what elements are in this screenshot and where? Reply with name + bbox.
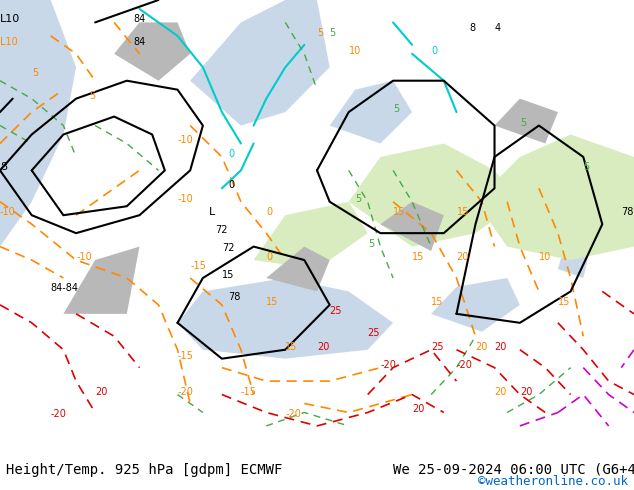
Text: 20: 20 [95,387,108,396]
Text: We 25-09-2024 06:00 UTC (G6+48): We 25-09-2024 06:00 UTC (G6+48) [393,463,634,477]
Text: -10: -10 [76,252,92,262]
Text: L: L [209,207,216,217]
Text: -15: -15 [241,387,257,396]
Text: 0: 0 [431,46,437,56]
Text: 15: 15 [285,342,298,352]
Text: 15: 15 [456,207,469,217]
Text: 72: 72 [216,225,228,235]
Text: 15: 15 [222,270,235,280]
Text: 15: 15 [558,297,571,307]
Polygon shape [178,278,393,359]
Text: 10: 10 [539,252,551,262]
Text: 0: 0 [228,180,235,190]
Polygon shape [114,23,190,81]
Polygon shape [431,278,520,332]
Text: 25: 25 [368,328,380,338]
Text: -20: -20 [456,360,472,369]
Text: 0: 0 [228,149,235,159]
Text: 15: 15 [393,207,406,217]
Polygon shape [190,0,330,125]
Text: -10: -10 [0,207,16,217]
Text: 25: 25 [431,342,444,352]
Polygon shape [63,246,139,314]
Text: 10: 10 [349,46,361,56]
Text: 15: 15 [412,252,425,262]
Text: 25: 25 [330,306,342,316]
Polygon shape [266,246,330,292]
Text: 15: 15 [431,297,444,307]
Text: 5: 5 [520,118,526,127]
Polygon shape [349,144,520,246]
Text: 5: 5 [317,28,323,38]
Text: -20: -20 [178,387,193,396]
Text: 5: 5 [583,162,590,172]
Text: 78: 78 [228,293,241,302]
Text: 5: 5 [393,104,399,114]
Text: 20: 20 [476,342,488,352]
Text: Height/Temp. 925 hPa [gdpm] ECMWF: Height/Temp. 925 hPa [gdpm] ECMWF [6,463,283,477]
Text: 8: 8 [469,24,476,33]
Text: 72: 72 [222,243,235,253]
Polygon shape [254,202,368,269]
Text: -10: -10 [178,135,193,146]
Text: 5: 5 [32,68,38,78]
Text: -20: -20 [51,409,67,419]
Text: 84-84: 84-84 [51,283,79,294]
Text: 84: 84 [133,14,145,24]
Text: ©weatheronline.co.uk: ©weatheronline.co.uk [477,475,628,488]
Text: 84: 84 [133,37,145,47]
Text: L10: L10 [0,37,18,47]
Text: 20: 20 [495,387,507,396]
Text: 15: 15 [266,297,279,307]
Text: -20: -20 [285,409,301,419]
Polygon shape [558,202,596,278]
Polygon shape [380,202,444,251]
Text: 4: 4 [495,24,501,33]
Text: 0: 0 [266,252,273,262]
Text: 5: 5 [368,239,374,248]
Text: 20: 20 [412,404,425,415]
Text: 20: 20 [317,342,330,352]
Text: -15: -15 [178,351,193,361]
Polygon shape [476,135,634,260]
Text: 0: 0 [266,207,273,217]
Text: 78: 78 [621,207,634,217]
Text: 20: 20 [456,252,469,262]
Text: -20: -20 [380,360,396,369]
Text: 5: 5 [355,194,361,204]
Text: 5: 5 [89,91,95,100]
Polygon shape [495,98,558,144]
Text: 5: 5 [330,28,336,38]
Polygon shape [0,0,76,246]
Text: -15: -15 [190,261,206,271]
Text: 20: 20 [520,387,533,396]
Text: 20: 20 [495,342,507,352]
Text: -10: -10 [178,194,193,204]
Polygon shape [330,81,412,144]
Text: L10: L10 [0,14,20,24]
Text: 8: 8 [0,162,7,172]
